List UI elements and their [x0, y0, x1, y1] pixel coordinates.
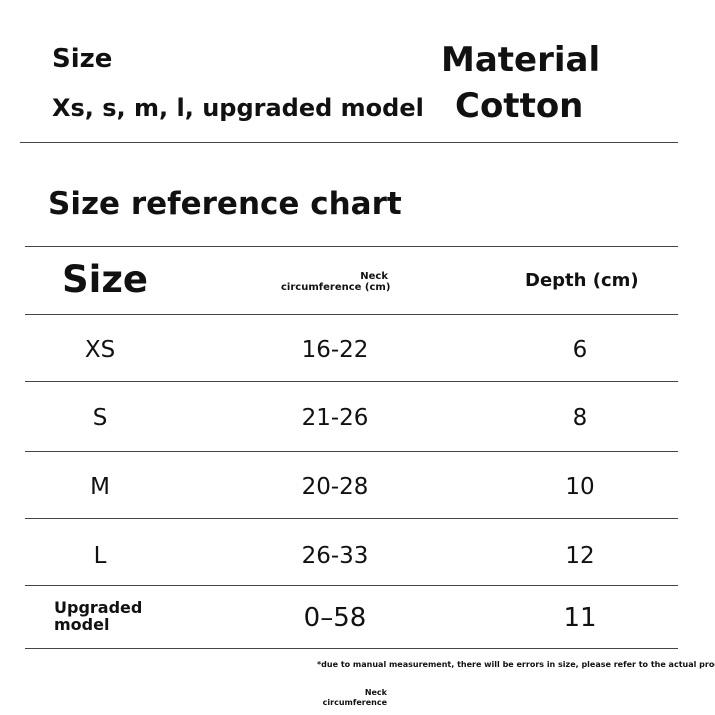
header-size: Size — [62, 258, 148, 301]
material-label: Material — [441, 40, 601, 80]
cell-depth: 11 — [563, 603, 597, 633]
table-line — [25, 451, 678, 452]
size-label: Size — [52, 44, 113, 74]
cell-size: S — [92, 405, 108, 431]
bottom-label-line2: circumference — [322, 698, 387, 707]
cell-size: XS — [84, 337, 116, 363]
table-line — [25, 381, 678, 382]
bottom-neck-label: Neck circumference — [320, 688, 387, 708]
cell-depth: 10 — [565, 474, 595, 500]
table-line — [25, 314, 678, 315]
table-line — [25, 246, 678, 247]
cell-depth: 6 — [572, 337, 588, 363]
cell-size: Upgraded model — [54, 599, 142, 633]
header-neck-line2: circumference (cm) — [281, 282, 391, 293]
bottom-label-line1: Neck — [364, 688, 387, 697]
footnote: *due to manual measurement, there will b… — [317, 660, 715, 669]
cell-neck: 16-22 — [301, 337, 369, 363]
chart-title: Size reference chart — [48, 186, 402, 222]
table-line — [25, 585, 678, 586]
table-line — [25, 518, 678, 519]
cell-neck: 26-33 — [301, 543, 369, 569]
header-neck: Neck circumference (cm) — [281, 271, 391, 293]
divider — [20, 142, 678, 143]
cell-size: L — [93, 543, 107, 569]
cell-depth: 8 — [572, 405, 588, 431]
header-neck-line1: Neck — [360, 271, 388, 282]
cell-neck: 20-28 — [301, 474, 369, 500]
size-value: Xs, s, m, l, upgraded model — [52, 94, 424, 122]
table-line — [25, 648, 678, 649]
cell-size-line1: Upgraded — [54, 598, 143, 617]
cell-size: M — [90, 474, 110, 500]
cell-neck: 0–58 — [303, 603, 367, 633]
cell-size-line2: model — [54, 615, 110, 634]
cell-neck: 21-26 — [301, 405, 369, 431]
header-depth: Depth (cm) — [525, 270, 639, 291]
material-value: Cotton — [455, 86, 584, 126]
cell-depth: 12 — [565, 543, 595, 569]
